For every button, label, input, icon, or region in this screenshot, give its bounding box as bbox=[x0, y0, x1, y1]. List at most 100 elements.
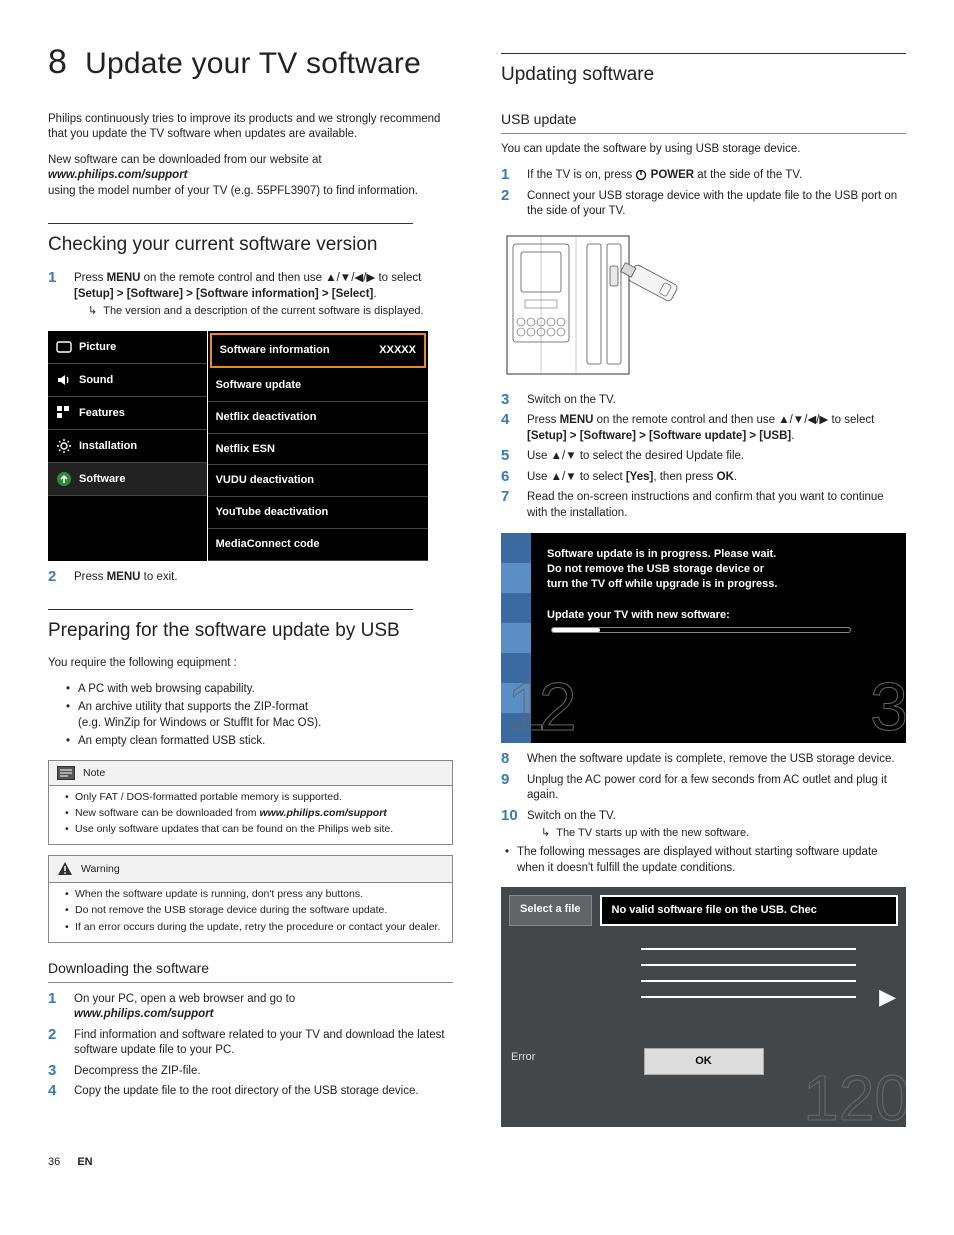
step-subline: ↳ The TV starts up with the new software… bbox=[527, 826, 906, 841]
menu-item-youtube-deact: YouTube deactivation bbox=[208, 497, 428, 529]
progress-dialog: Software update is in progress. Please w… bbox=[501, 533, 906, 743]
step-row: 10 Switch on the TV. ↳ The TV starts up … bbox=[501, 808, 906, 841]
step-number: 4 bbox=[48, 1083, 68, 1100]
step-number: 7 bbox=[501, 489, 521, 506]
section-divider bbox=[48, 223, 413, 224]
step-row: 1 On your PC, open a web browser and go … bbox=[48, 991, 453, 1023]
step-number: 2 bbox=[48, 569, 68, 586]
list-item: If an error occurs during the update, re… bbox=[65, 920, 444, 934]
step-row: 3 Switch on the TV. bbox=[501, 392, 906, 409]
note-icon bbox=[57, 766, 75, 780]
support-url: www.philips.com/support bbox=[48, 169, 188, 181]
chapter-title: 8 Update your TV software bbox=[48, 40, 453, 86]
page-lang: EN bbox=[77, 1156, 92, 1168]
section-checking-version: Checking your current software version bbox=[48, 232, 453, 258]
step-number: 1 bbox=[48, 270, 68, 287]
chapter-number: 8 bbox=[48, 43, 67, 81]
step-number: 2 bbox=[48, 1027, 68, 1044]
tv-menu-mock: Picture Sound Features Installation Soft… bbox=[48, 331, 428, 561]
list-item: When the software update is running, don… bbox=[65, 887, 444, 901]
menu-item-installation: Installation bbox=[48, 430, 207, 463]
menu-item-vudu-deact: VUDU deactivation bbox=[208, 465, 428, 497]
page-footer: 36 EN bbox=[48, 1155, 906, 1170]
step-row: 3 Decompress the ZIP-file. bbox=[48, 1063, 453, 1080]
step-row: 6 Use ▲/▼ to select [Yes], then press OK… bbox=[501, 469, 906, 486]
step-number: 2 bbox=[501, 188, 521, 205]
list-item: Use only software updates that can be fo… bbox=[65, 822, 444, 836]
section-divider bbox=[48, 609, 413, 610]
list-item: An empty clean formatted USB stick. bbox=[66, 734, 453, 750]
step-row: 2 Connect your USB storage device with t… bbox=[501, 188, 906, 220]
result-arrow-icon: ↳ bbox=[541, 826, 550, 841]
list-item: New software can be downloaded from www.… bbox=[65, 806, 444, 820]
step-row: 9 Unplug the AC power cord for a few sec… bbox=[501, 772, 906, 804]
step-number: 9 bbox=[501, 772, 521, 789]
error-ok-button[interactable]: OK bbox=[644, 1048, 764, 1075]
list-item: The following messages are displayed wit… bbox=[505, 845, 906, 876]
step-subline: ↳ The version and a description of the c… bbox=[74, 304, 453, 319]
list-item: Only FAT / DOS-formatted portable memory… bbox=[65, 790, 444, 804]
sound-icon bbox=[56, 372, 72, 388]
progress-line-1: Software update is in progress. Please w… bbox=[547, 547, 890, 562]
step-number: 1 bbox=[501, 167, 521, 184]
step-number: 10 bbox=[501, 808, 521, 825]
progress-label-row: Update your TV with new software: bbox=[547, 608, 890, 638]
menu-item-picture: Picture bbox=[48, 331, 207, 364]
step-row: 7 Read the on-screen instructions and co… bbox=[501, 489, 906, 521]
list-item: A PC with web browsing capability. bbox=[66, 682, 453, 698]
warning-icon bbox=[57, 861, 73, 877]
features-icon bbox=[56, 405, 72, 421]
error-status-label: Error bbox=[511, 1050, 535, 1065]
menu-item-software: Software bbox=[48, 463, 207, 496]
chevron-right-icon: ▶ bbox=[879, 982, 896, 1012]
section-updating-software: Updating software bbox=[501, 62, 906, 88]
step-number: 1 bbox=[48, 991, 68, 1008]
equipment-list: A PC with web browsing capability. An ar… bbox=[48, 682, 453, 750]
step-number: 3 bbox=[48, 1063, 68, 1080]
chapter-text: Update your TV software bbox=[85, 47, 421, 80]
menu-item-mediaconnect: MediaConnect code bbox=[208, 529, 428, 561]
ghost-number-left: 12 bbox=[507, 662, 571, 744]
update-arrow-icon bbox=[56, 471, 72, 487]
ghost-number-right: 120 bbox=[803, 1055, 906, 1127]
warning-label: Warning bbox=[81, 862, 120, 876]
menu-item-software-update: Software update bbox=[208, 370, 428, 402]
step-number: 5 bbox=[501, 448, 521, 465]
gear-icon bbox=[56, 438, 72, 454]
error-dialog: Select a file No valid software file on … bbox=[501, 887, 906, 1127]
warning-callout: Warning When the software update is runn… bbox=[48, 855, 453, 943]
list-item: Do not remove the USB storage device dur… bbox=[65, 903, 444, 917]
subsection-usb-update: USB update bbox=[501, 110, 906, 134]
usb-update-lead: You can update the software by using USB… bbox=[501, 142, 906, 158]
ghost-number-right: 3 bbox=[870, 662, 906, 744]
page-number: 36 bbox=[48, 1156, 60, 1168]
menu-item-netflix-esn: Netflix ESN bbox=[208, 434, 428, 466]
section-divider bbox=[501, 53, 906, 54]
menu-item-netflix-deact: Netflix deactivation bbox=[208, 402, 428, 434]
step-row: 1 If the TV is on, press POWER at the si… bbox=[501, 167, 906, 184]
intro-para-1: Philips continuously tries to improve it… bbox=[48, 112, 453, 143]
prepare-lead: You require the following equipment : bbox=[48, 656, 453, 672]
progress-line-2: Do not remove the USB storage device or bbox=[547, 562, 890, 577]
step-number: 6 bbox=[501, 469, 521, 486]
menu-item-sound: Sound bbox=[48, 364, 207, 397]
step-row: 8 When the software update is complete, … bbox=[501, 751, 906, 768]
step-number: 4 bbox=[501, 412, 521, 429]
error-message: No valid software file on the USB. Chec bbox=[600, 895, 898, 926]
step-row: 2 Find information and software related … bbox=[48, 1027, 453, 1059]
step-row: 4 Copy the update file to the root direc… bbox=[48, 1083, 453, 1100]
menu-item-software-info: Software information XXXXX bbox=[210, 333, 426, 368]
step-row: 4 Press MENU on the remote control and t… bbox=[501, 412, 906, 444]
step-row: 5 Use ▲/▼ to select the desired Update f… bbox=[501, 448, 906, 465]
list-item: An archive utility that supports the ZIP… bbox=[66, 700, 453, 731]
step-number: 3 bbox=[501, 392, 521, 409]
subsection-downloading: Downloading the software bbox=[48, 959, 453, 983]
usb-port-illustration bbox=[501, 230, 691, 380]
menu-item-features: Features bbox=[48, 397, 207, 430]
power-icon bbox=[635, 169, 647, 181]
step-row: 1 Press MENU on the remote control and t… bbox=[48, 270, 453, 319]
intro-para-2: New software can be downloaded from our … bbox=[48, 153, 453, 200]
result-arrow-icon: ↳ bbox=[88, 304, 97, 319]
progress-bar bbox=[551, 627, 851, 633]
section-prepare-usb: Preparing for the software update by USB bbox=[48, 618, 453, 644]
